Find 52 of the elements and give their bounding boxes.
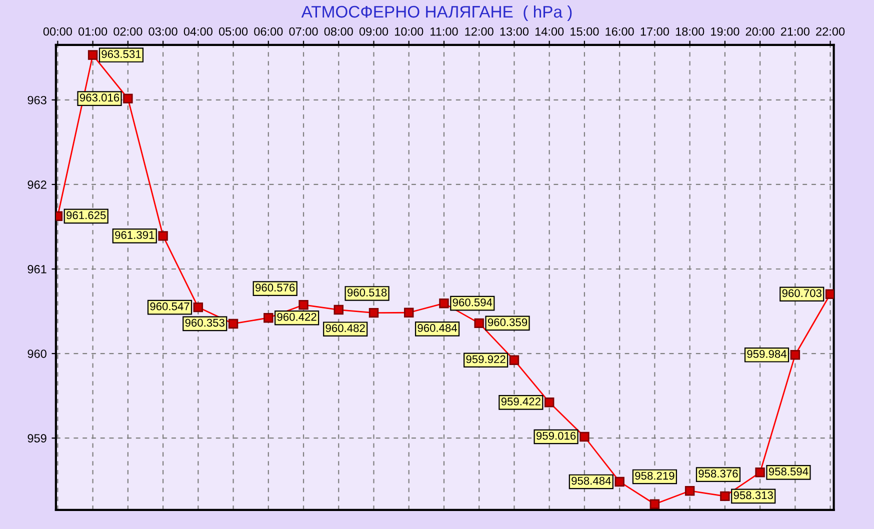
data-label: 960.422 [277,312,316,321]
data-label: 960.353 [185,318,224,327]
x-tick-label: 01:00 [78,27,108,36]
data-label: 959.922 [466,355,506,364]
x-tick-label: 02:00 [114,27,142,36]
x-tick-label: 00:00 [43,27,72,36]
data-label: 961.625 [66,211,106,220]
data-label: 959.016 [536,432,576,440]
data-label: 960.547 [150,302,190,310]
y-tick-label: 959 [28,434,46,442]
x-tick-label: 20:00 [746,27,774,36]
y-tick-label: 963 [28,96,46,104]
x-tick-label: 03:00 [148,27,178,36]
x-tick-label: 06:00 [254,27,283,36]
x-tick-label: 14:00 [535,27,564,36]
x-tick-label: 07:00 [289,27,318,36]
data-label: 960.518 [347,288,387,296]
data-label: 958.219 [635,472,674,480]
y-tick-label: 962 [28,180,46,189]
data-label: 961.391 [115,231,154,239]
x-tick-label: 15:00 [570,27,599,36]
data-label: 960.594 [452,298,492,306]
x-tick-label: 17:00 [640,27,670,36]
chart-title: АТМОСФЕРНО НАЛЯГАНЕ ( hPa ) [301,5,572,21]
x-tick-label: 16:00 [606,27,634,36]
x-tick-label: 21:00 [780,27,810,36]
data-label: 960.576 [256,284,295,292]
data-label: 958.484 [572,476,611,485]
data-label: 959.422 [501,398,540,406]
y-tick-label: 960 [28,350,46,358]
x-tick-label: 12:00 [465,27,494,36]
x-tick-label: 10:00 [395,27,424,36]
data-label: 958.594 [768,468,808,476]
x-tick-label: 08:00 [324,27,353,36]
data-label: 960.359 [488,318,528,326]
data-label: 963.016 [80,94,120,102]
data-label: 960.703 [782,289,822,298]
x-tick-label: 09:00 [359,27,388,36]
x-tick-label: 04:00 [184,27,212,36]
data-label: 963.531 [102,50,141,58]
data-label: 960.482 [326,324,365,332]
x-tick-label: 11:00 [430,27,458,36]
x-tick-label: 05:00 [218,27,248,36]
data-label: 960.484 [418,324,458,332]
y-tick-label: 961 [28,265,46,274]
data-label: 958.376 [698,470,738,478]
x-tick-label: 13:00 [500,27,529,36]
x-tick-label: 19:00 [711,27,740,36]
data-label: 959.984 [747,350,787,358]
data-label: 958.313 [734,491,773,500]
x-tick-label: 22:00 [816,27,845,36]
x-tick-label: 18:00 [676,27,704,36]
